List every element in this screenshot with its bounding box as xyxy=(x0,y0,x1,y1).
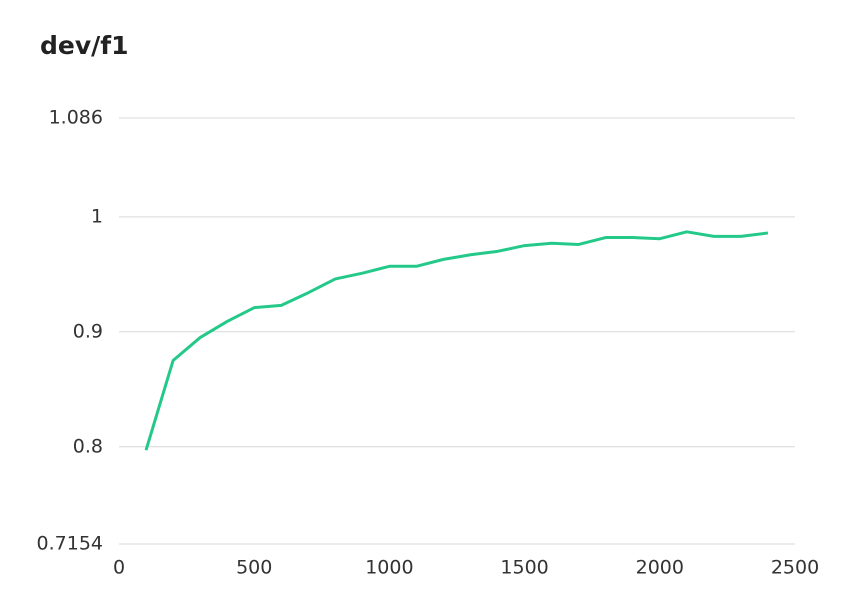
y-tick-label: 0.8 xyxy=(73,435,103,457)
y-tick-label: 0.9 xyxy=(73,320,103,342)
y-tick-label: 1 xyxy=(91,205,103,227)
x-tick-label: 0 xyxy=(113,557,125,579)
x-tick-label: 500 xyxy=(236,557,272,579)
x-tick-label: 2500 xyxy=(771,557,819,579)
y-tick-label: 0.7154 xyxy=(37,533,103,555)
x-tick-label: 1000 xyxy=(365,557,413,579)
x-tick-label: 1500 xyxy=(500,557,548,579)
chart-title: dev/f1 xyxy=(40,31,129,60)
data-line xyxy=(144,230,769,451)
x-tick-label: 2000 xyxy=(636,557,684,579)
y-tick-label: 1.086 xyxy=(49,107,103,129)
